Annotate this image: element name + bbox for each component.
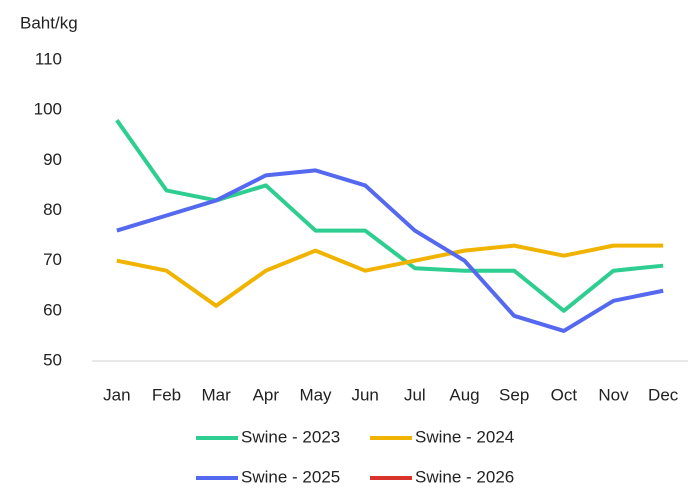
x-tick-label: Jan <box>103 385 130 404</box>
legend-label: Swine - 2023 <box>241 427 340 446</box>
x-tick-label: Apr <box>253 385 280 404</box>
legend-label: Swine - 2025 <box>241 467 340 486</box>
x-tick-label: Aug <box>449 385 479 404</box>
x-tick-label: Dec <box>648 385 679 404</box>
x-tick-label: Sep <box>499 385 529 404</box>
y-tick-label: 80 <box>43 200 62 219</box>
y-axis-label: Baht/kg <box>20 13 78 32</box>
legend-label: Swine - 2024 <box>415 427 514 446</box>
x-tick-label: Oct <box>551 385 578 404</box>
x-tick-label: Jul <box>404 385 426 404</box>
x-tick-label: Feb <box>152 385 181 404</box>
series-line <box>116 168 664 333</box>
x-tick-label: Mar <box>202 385 232 404</box>
x-tick-label: Jun <box>351 385 378 404</box>
y-tick-label: 50 <box>43 350 62 369</box>
y-tick-label: 110 <box>35 49 62 68</box>
y-tick-label: 70 <box>43 250 62 269</box>
legend-label: Swine - 2026 <box>415 467 514 486</box>
y-tick-label: 100 <box>34 100 62 119</box>
y-tick-label: 90 <box>43 150 62 169</box>
series-line <box>115 119 664 313</box>
x-tick-label: May <box>299 385 332 404</box>
y-tick-label: 60 <box>43 300 62 319</box>
series-line <box>116 243 664 308</box>
x-tick-label: Nov <box>598 385 629 404</box>
